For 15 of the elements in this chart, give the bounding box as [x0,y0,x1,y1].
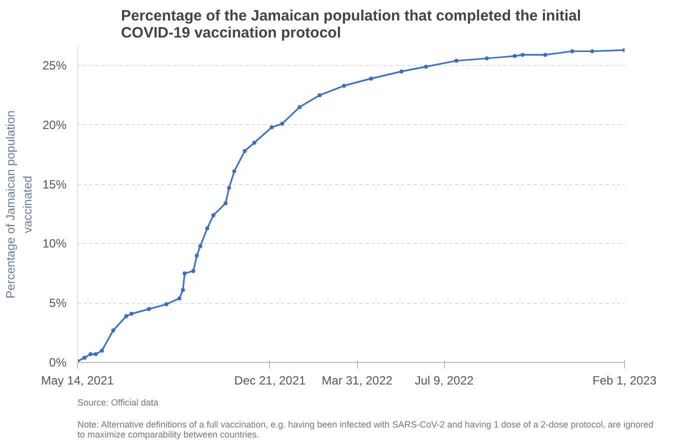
y-tick-label: 15% [42,177,67,192]
y-axis-title: Percentage of Jamaican population vaccinated [4,110,34,299]
x-tick-label: May 14, 2021 [41,374,114,388]
x-tick-label: Dec 21, 2021 [234,374,306,388]
text: Note: Alternative definitions of a full vaccination, e.g. having been infected with SARS-CoV-2 and having 1 dose of a 2-dose protocol, are ignored to maximize comparability between countries. [78,420,654,440]
y-tick-label: 10% [42,236,67,251]
x-tick-label: Feb 1, 2023 [592,374,657,388]
x-tick-label: Jul 9, 2022 [414,374,474,388]
y-tick-label: 25% [42,58,67,73]
y-tick-label: 0% [49,356,67,370]
y-tick-label: 20% [42,118,67,132]
chart-title: Percentage of the Jamaican population that completed the initial COVID-19 vaccination protocol [120,8,582,42]
source-note: Source: Official data [78,398,158,408]
x-tick-label: Mar 31, 2022 [322,374,393,388]
y-tick-label: 5% [49,296,67,310]
